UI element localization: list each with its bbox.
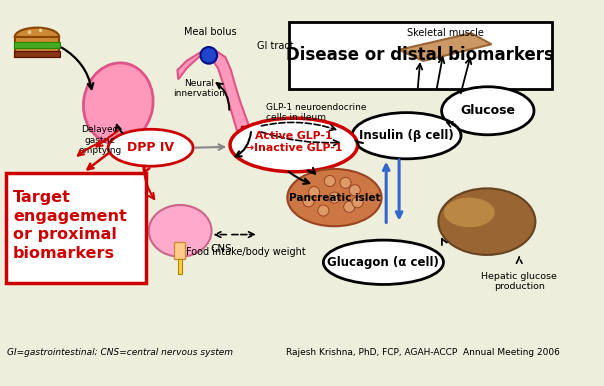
Circle shape bbox=[324, 176, 335, 186]
Text: Target
engagement
or proximal
biomarkers: Target engagement or proximal biomarkers bbox=[13, 190, 127, 261]
Circle shape bbox=[329, 192, 340, 203]
Ellipse shape bbox=[108, 129, 193, 166]
Text: Rajesh Krishna, PhD, FCP, AGAH-ACCP  Annual Meeting 2006: Rajesh Krishna, PhD, FCP, AGAH-ACCP Annu… bbox=[286, 349, 561, 357]
Circle shape bbox=[39, 29, 42, 32]
Text: Hepatic glucose
production: Hepatic glucose production bbox=[481, 271, 557, 291]
Circle shape bbox=[303, 196, 314, 207]
Polygon shape bbox=[178, 50, 249, 139]
Circle shape bbox=[352, 197, 363, 208]
Bar bbox=[14, 51, 60, 57]
Text: Insulin (β cell): Insulin (β cell) bbox=[359, 129, 454, 142]
Bar bbox=[14, 37, 59, 57]
Circle shape bbox=[309, 186, 320, 198]
Text: Active GLP-1
→Inactive GLP-1: Active GLP-1 →Inactive GLP-1 bbox=[245, 131, 342, 153]
Text: Glucose: Glucose bbox=[460, 104, 515, 117]
Circle shape bbox=[201, 47, 217, 64]
Bar bbox=[241, 125, 254, 135]
Circle shape bbox=[349, 185, 361, 196]
Text: Neural
innervation: Neural innervation bbox=[173, 79, 225, 98]
Circle shape bbox=[28, 30, 31, 34]
Ellipse shape bbox=[442, 87, 534, 135]
Text: GLP-1 neuroendocrine
cells in ileum: GLP-1 neuroendocrine cells in ileum bbox=[266, 103, 367, 122]
Circle shape bbox=[340, 177, 351, 188]
Text: Food intake/body weight: Food intake/body weight bbox=[186, 247, 306, 257]
Ellipse shape bbox=[444, 198, 495, 227]
Text: Skeletal muscle: Skeletal muscle bbox=[407, 28, 484, 37]
Text: Pancreatic islet: Pancreatic islet bbox=[289, 193, 380, 203]
Text: CNS: CNS bbox=[211, 244, 233, 254]
Bar bbox=[174, 242, 185, 259]
Text: Disease or distal biomarkers: Disease or distal biomarkers bbox=[286, 46, 554, 64]
Ellipse shape bbox=[14, 28, 59, 46]
Ellipse shape bbox=[323, 240, 443, 284]
Text: DPP IV: DPP IV bbox=[127, 141, 174, 154]
Circle shape bbox=[318, 205, 329, 216]
Ellipse shape bbox=[230, 118, 358, 172]
Circle shape bbox=[344, 201, 355, 212]
Bar bbox=[178, 259, 182, 274]
Text: GI tract: GI tract bbox=[257, 41, 294, 51]
Bar bbox=[14, 42, 60, 48]
Text: Meal bolus: Meal bolus bbox=[184, 27, 237, 37]
FancyBboxPatch shape bbox=[5, 173, 146, 283]
FancyBboxPatch shape bbox=[289, 22, 551, 89]
Ellipse shape bbox=[352, 113, 461, 159]
Text: Glucagon (α cell): Glucagon (α cell) bbox=[327, 256, 439, 269]
Ellipse shape bbox=[149, 205, 211, 257]
Polygon shape bbox=[399, 33, 492, 61]
Ellipse shape bbox=[439, 188, 535, 255]
Text: Delayed
gastric
emptying: Delayed gastric emptying bbox=[78, 125, 121, 155]
Text: GI=gastrointestinal; CNS=central nervous system: GI=gastrointestinal; CNS=central nervous… bbox=[7, 349, 233, 357]
Ellipse shape bbox=[288, 169, 382, 226]
Ellipse shape bbox=[83, 63, 153, 144]
